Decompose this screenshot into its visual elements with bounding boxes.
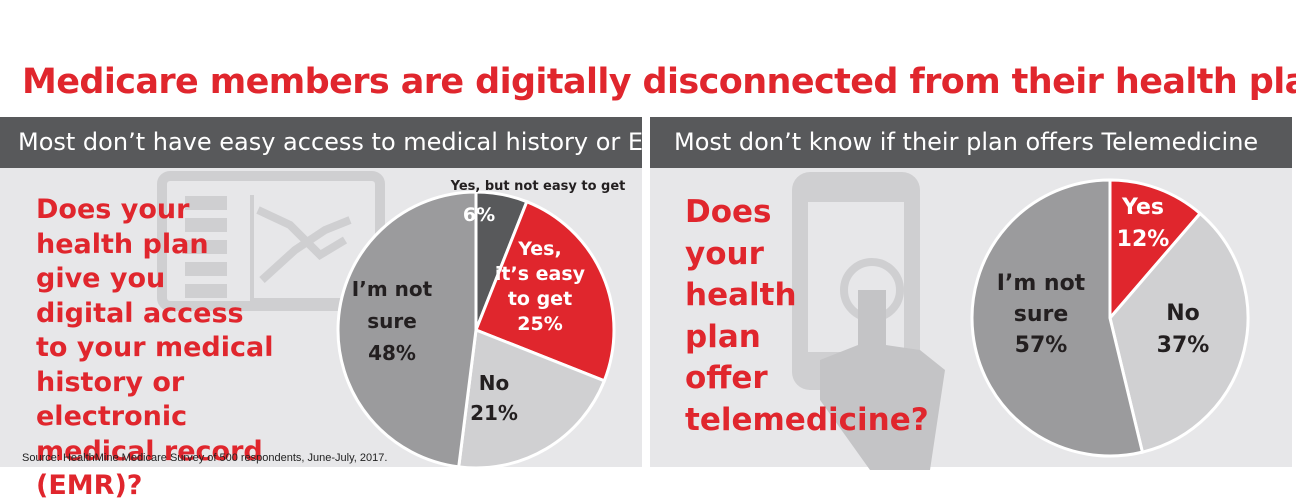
emr-question: Does your health plan give you digital a…: [36, 194, 274, 501]
slice-label: No 37%: [1157, 301, 1210, 358]
pie-chart-telemedicine: Yes 12% No 37% I’m not sure 57%: [970, 178, 1250, 458]
slice-label: Yes 12%: [1117, 195, 1170, 252]
right-panel-header: Most don’t know if their plan offers Tel…: [650, 117, 1292, 168]
slice-label: I’m not sure 48%: [352, 277, 433, 365]
slice-label: Yes, it’s easy to get 25%: [495, 238, 586, 335]
pie-slice: [474, 199, 616, 383]
source-note: Source: HealthMine Medicare Survey of 50…: [22, 452, 388, 464]
slice-value-label: 6%: [463, 204, 495, 226]
slice-value-label: 48%: [368, 341, 416, 365]
slice-value-label: 12%: [1117, 227, 1170, 252]
pie-charts: Yes, but not easy to get 6%Yes, it’s easy t…: [157, 171, 1250, 470]
slice-label: No 21%: [470, 371, 518, 425]
slice-label: I’m not sure 57%: [997, 271, 1086, 358]
pie-slice: [336, 190, 478, 469]
slice-value-label: 37%: [1157, 333, 1210, 358]
page-title: Medicare members are digitally disconnec…: [22, 62, 1296, 102]
left-panel-header: Most don’t have easy access to medical h…: [0, 117, 642, 168]
slice-value-label: 57%: [1015, 333, 1068, 358]
pie-chart-emr: Yes, but not easy to get 6%Yes, it’s easy t…: [336, 179, 626, 470]
slice-label: Yes, but not easy to get: [450, 179, 626, 194]
slice-value-label: 25%: [517, 313, 562, 335]
pie-slice: [457, 327, 607, 470]
pie-slice: [1108, 178, 1203, 323]
pie-slice: [1108, 211, 1250, 454]
smartphone-touch-icon: [792, 172, 945, 470]
telemedicine-question: Does your health plan offer telemedicine…: [685, 194, 929, 438]
pie-slice: [970, 178, 1145, 458]
slice-value-label: 21%: [470, 401, 518, 425]
